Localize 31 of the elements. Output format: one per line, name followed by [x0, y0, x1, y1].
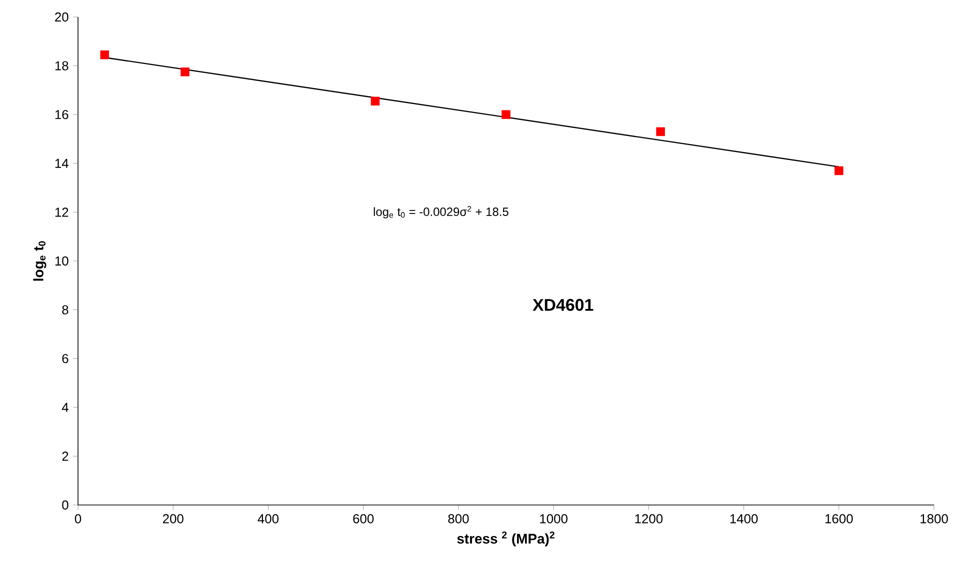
y-tick-label: 10 — [55, 256, 68, 266]
point — [180, 68, 190, 76]
x-tick-label: 400 — [258, 514, 279, 524]
y-tick-label: 0 — [62, 500, 68, 510]
y-axis-title: log$_{e}$ t$_{0}$ — [33, 241, 46, 281]
x-axis-title: stress $^{2}$ (MPa)$^{2}$ — [457, 532, 554, 546]
x-tick-label: 600 — [353, 514, 374, 524]
x-tick-label: 1000 — [540, 514, 568, 524]
x-tick-label: 200 — [162, 514, 184, 524]
x-tick-label: 1600 — [825, 514, 853, 524]
annotation: XD4601 — [532, 298, 594, 311]
point — [502, 110, 510, 119]
y-tick-label: 2 — [62, 452, 68, 461]
y-tick-label: 16 — [55, 110, 68, 120]
point — [834, 166, 844, 176]
x-tick-label: 1400 — [730, 514, 758, 524]
x-tick-label: 1200 — [635, 514, 663, 524]
y-tick-label: 6 — [62, 354, 68, 364]
annotation: log$_{e}$ t$_{0}$ = -0.0029σ$^{2}$ + 18.5 — [374, 206, 508, 218]
y-tick-label: 12 — [55, 208, 68, 217]
point — [100, 50, 110, 60]
x-tick-label: 0 — [74, 514, 82, 524]
y-tick-label: 8 — [62, 305, 68, 314]
y-tick-label: 4 — [62, 402, 68, 412]
y-tick-label: 18 — [55, 61, 68, 70]
y-tick-label: 20 — [55, 12, 68, 22]
x-tick-label: 800 — [448, 514, 469, 524]
y-tick-label: 14 — [55, 158, 68, 168]
point — [656, 127, 665, 136]
x-tick-label: 1800 — [920, 514, 948, 524]
point — [370, 96, 380, 106]
